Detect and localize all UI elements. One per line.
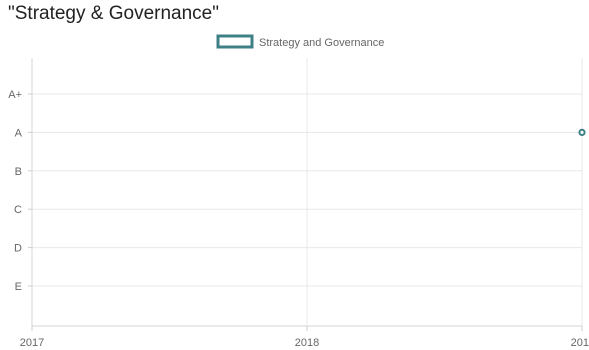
y-tick-label: A xyxy=(15,127,23,139)
y-tick-label: C xyxy=(14,204,22,216)
data-point[interactable] xyxy=(578,128,586,136)
page-title: "Strategy & Governance" xyxy=(8,3,219,24)
x-tick-label: 2017 xyxy=(20,337,44,349)
y-tick-label: D xyxy=(14,243,22,255)
y-tick-label: B xyxy=(15,166,22,178)
y-tick-label: A+ xyxy=(8,89,22,101)
legend-label[interactable]: Strategy and Governance xyxy=(259,37,384,49)
legend-swatch[interactable] xyxy=(216,34,254,49)
legend[interactable]: Strategy and Governance xyxy=(216,34,384,49)
axes xyxy=(28,58,583,331)
x-tick-label: 2018 xyxy=(295,337,319,349)
tick-labels: A+ A B C D E 2017 2018 201 xyxy=(8,89,589,349)
y-tick-label: E xyxy=(15,281,22,293)
series-layer xyxy=(578,128,586,136)
grid-lines xyxy=(31,58,583,326)
x-tick-label: 201 xyxy=(571,337,589,349)
